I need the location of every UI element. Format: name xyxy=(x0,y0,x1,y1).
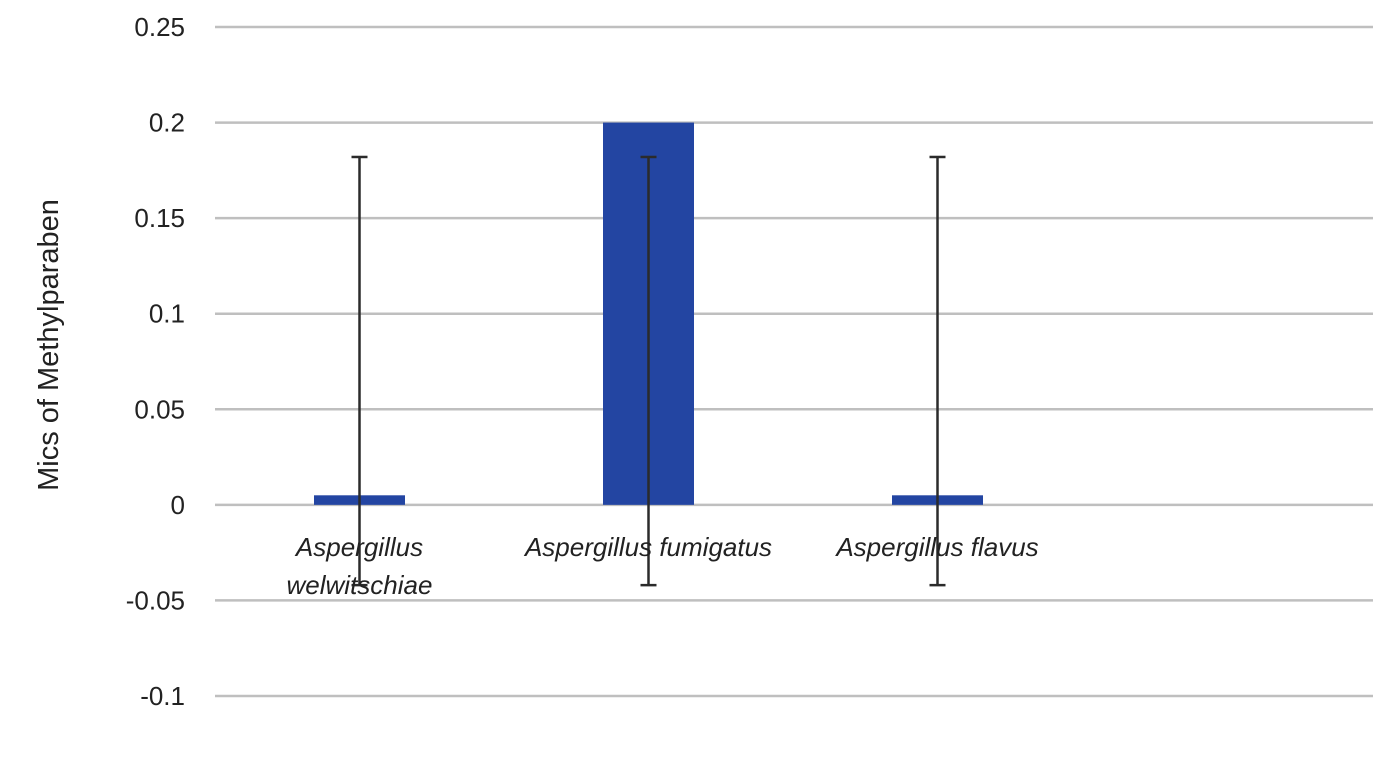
y-tick-label: 0.15 xyxy=(134,203,185,233)
y-axis-title: Mics of Methylparaben xyxy=(33,199,65,491)
y-tick-label: 0.2 xyxy=(149,108,185,138)
category-label: Aspergillus welwitschiae xyxy=(287,532,433,600)
category-label: Aspergillus fumigatus xyxy=(523,532,772,562)
error-bars xyxy=(351,155,946,587)
y-tick-label: 0.05 xyxy=(134,394,185,424)
category-label-line: Aspergillus flavus xyxy=(834,532,1038,562)
category-label-line: welwitschiae xyxy=(287,570,433,600)
y-tick-label: -0.1 xyxy=(140,681,185,711)
category-label-line: Aspergillus fumigatus xyxy=(523,532,772,562)
y-tick-label: 0.25 xyxy=(134,12,185,42)
category-label: Aspergillus flavus xyxy=(834,532,1038,562)
y-tick-labels: 0.25 0.2 0.15 0.1 0.05 0 -0.05 -0.1 xyxy=(126,12,185,711)
category-label-line: Aspergillus xyxy=(294,532,423,562)
y-tick-label: -0.05 xyxy=(126,585,185,615)
y-tick-label: 0 xyxy=(171,490,185,520)
gridlines xyxy=(215,25,1373,698)
y-tick-label: 0.1 xyxy=(149,299,185,329)
category-labels: Aspergillus welwitschiae Aspergillus fumig… xyxy=(287,532,1039,600)
